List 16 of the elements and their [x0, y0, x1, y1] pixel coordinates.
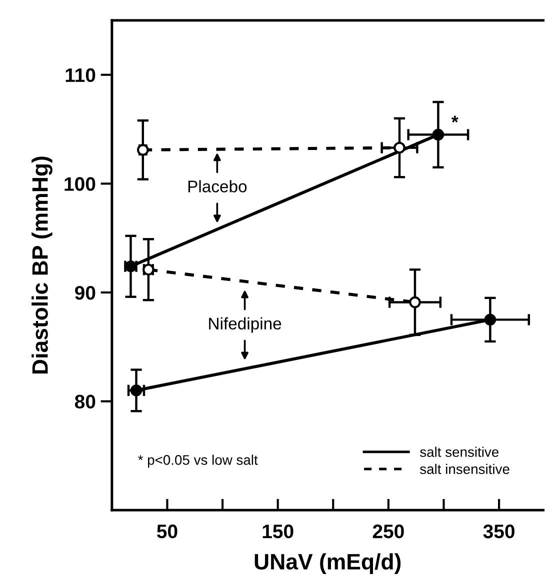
- annotation: * p<0.05 vs low salt: [138, 454, 258, 468]
- y-axis-title: Diastolic BP (mmHg): [32, 156, 52, 374]
- y-tick-label: 90: [75, 286, 96, 300]
- x-tick-label: 50: [157, 524, 178, 538]
- annotation: Placebo: [188, 180, 247, 192]
- annotation: *: [451, 116, 458, 123]
- x-tick-label: 150: [262, 524, 294, 538]
- legend-label: salt insensitive: [420, 464, 510, 474]
- legend-label: salt sensitive: [420, 446, 499, 457]
- y-tick-label: 80: [74, 394, 96, 409]
- x-tick-label: 350: [483, 524, 514, 538]
- x-tick-label: 250: [372, 524, 404, 538]
- annotation: Nifedipine: [209, 317, 282, 333]
- x-axis-title: UNaV (mEq/d): [254, 553, 401, 574]
- y-tick-label: 110: [66, 68, 96, 82]
- y-tick-label: 100: [64, 177, 96, 191]
